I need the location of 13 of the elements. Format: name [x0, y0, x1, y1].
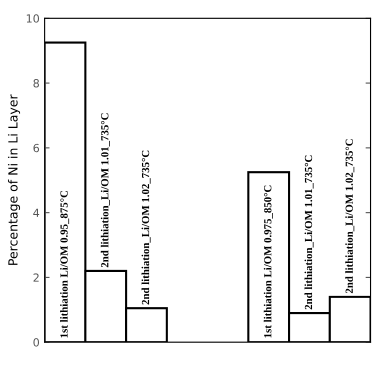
- x-tick-label: 1st lithiation Li/OM 0.95_875°C: [60, 190, 70, 338]
- y-tick-label: 4: [33, 208, 40, 217]
- y-tick-label: 2: [34, 273, 39, 282]
- x-tick-label: 2nd lithiation_Li/OM 1.02_735°C: [345, 139, 354, 294]
- y-tick-label: 8: [33, 79, 39, 88]
- x-tick-label: 2nd lithiation_Li/OM 1.01_735°C: [100, 113, 110, 268]
- y-tick-label: 10: [26, 14, 40, 23]
- y-tick-label: 6: [33, 144, 40, 152]
- x-tick-label: 2nd lithiation_Li/OM 1.02_735°C: [142, 150, 151, 305]
- x-tick-label: 1st lithiation Li/OM 0.975_850°C: [264, 186, 273, 338]
- y-tick-label: 0: [33, 338, 40, 347]
- x-tick-label: 2nd lithiation_Li/OM 1.01_735°C: [304, 156, 314, 310]
- y-axis-title: Percentage of Ni in Li Layer: [8, 94, 20, 265]
